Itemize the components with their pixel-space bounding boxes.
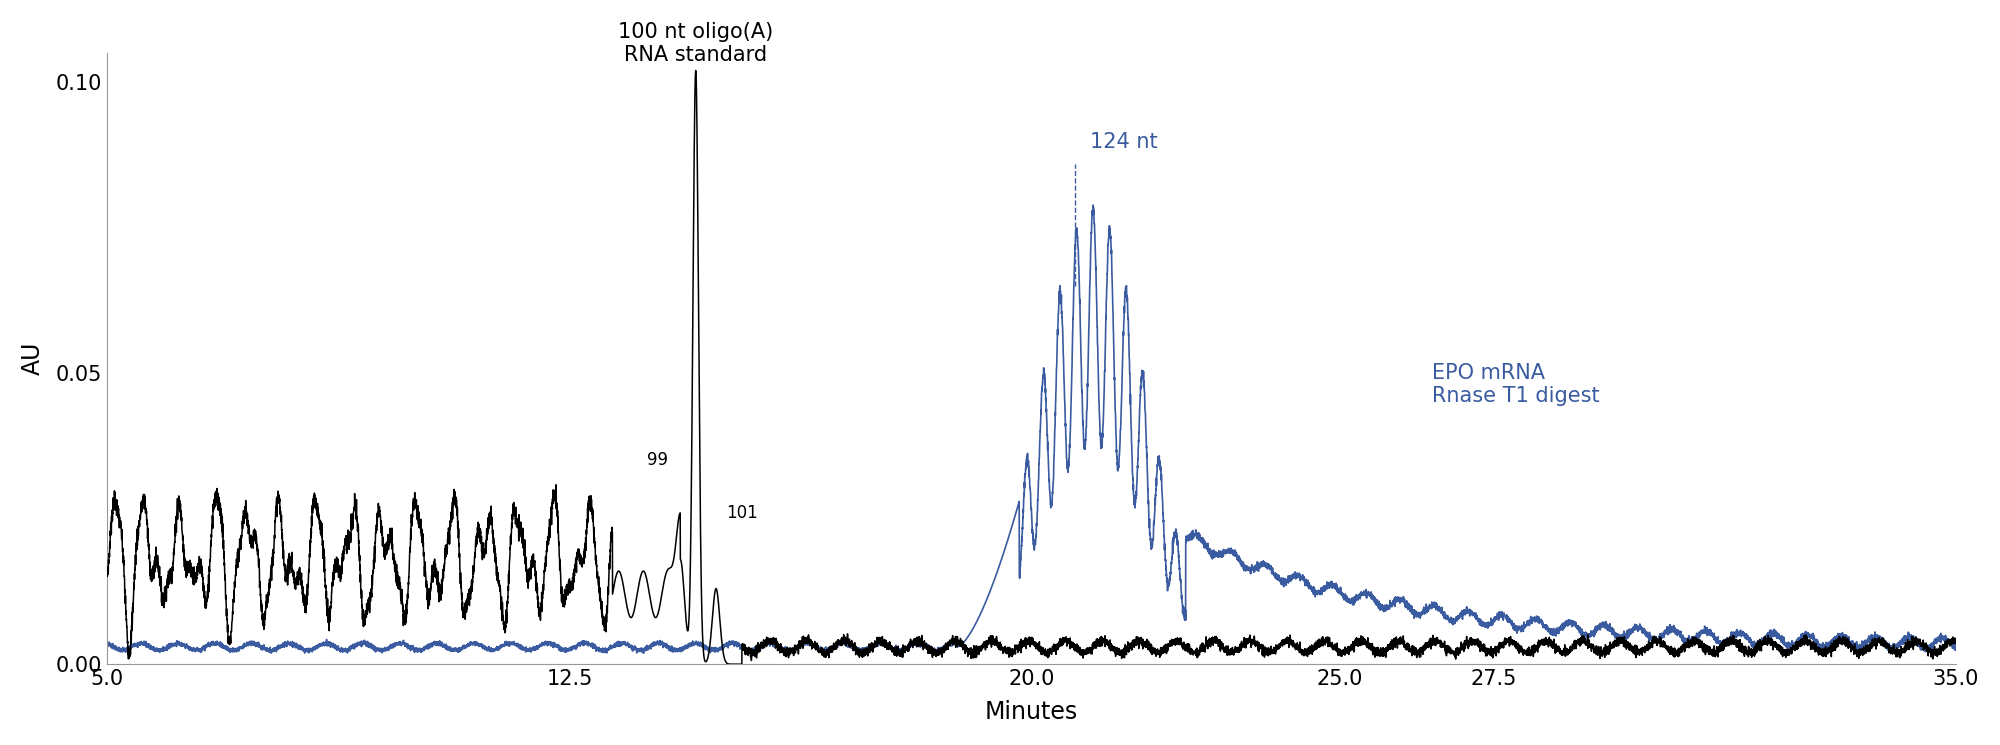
Y-axis label: AU: AU [20,342,44,375]
Text: 124 nt: 124 nt [1090,132,1158,152]
Text: 100 nt oligo(A)
RNA standard: 100 nt oligo(A) RNA standard [618,22,774,65]
Text: 101: 101 [726,504,758,522]
X-axis label: Minutes: Minutes [984,700,1078,724]
Text: 99: 99 [646,451,668,469]
Text: EPO mRNA
Rnase T1 digest: EPO mRNA Rnase T1 digest [1432,364,1600,407]
